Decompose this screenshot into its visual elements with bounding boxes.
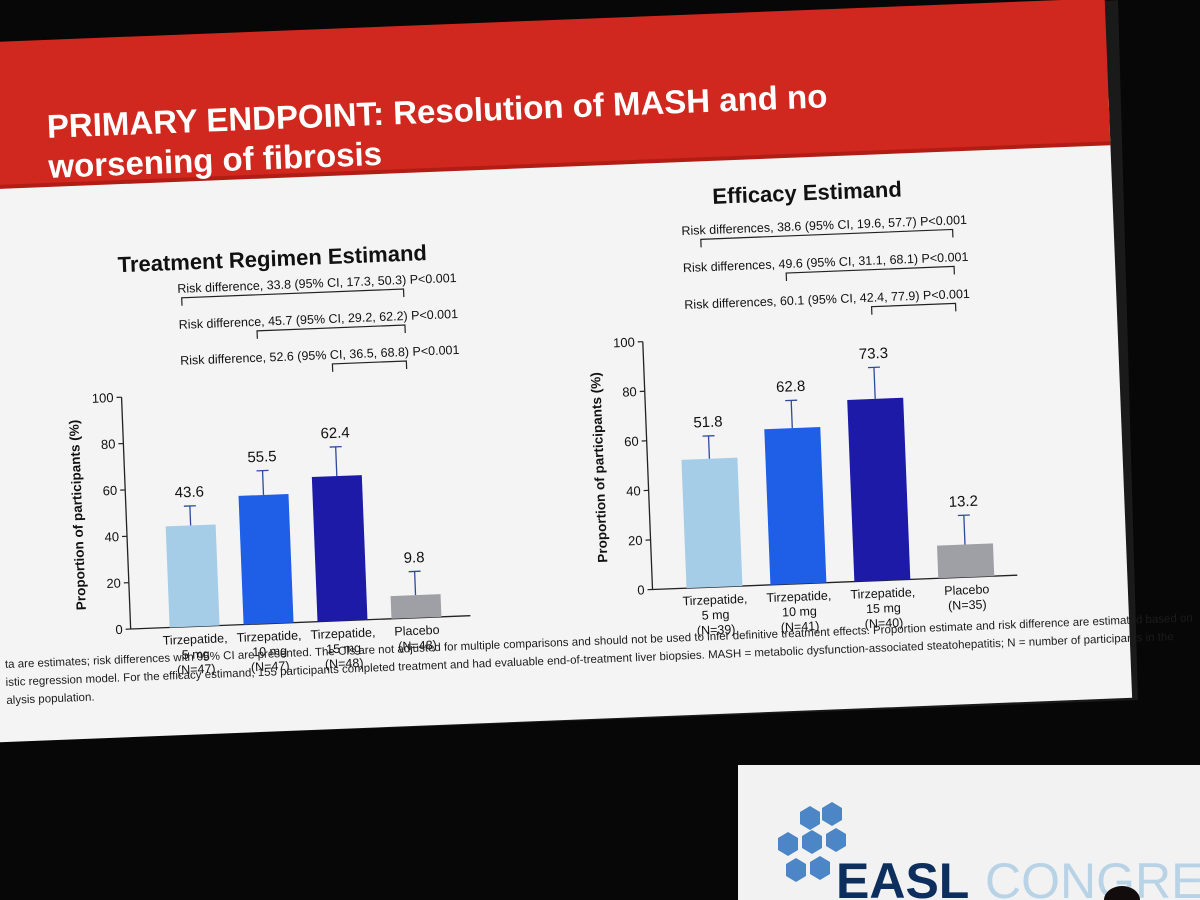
logo-congress: CONGRES (985, 853, 1200, 900)
x-tick-label: 10 mg (252, 644, 287, 659)
comparison-bracket (256, 324, 406, 339)
error-bar (873, 367, 876, 399)
x-tick-label: Placebo (944, 582, 990, 598)
y-tick-label: 20 (628, 533, 643, 549)
y-tick-label: 60 (624, 434, 639, 450)
x-tick-label: 15 mg (326, 641, 361, 656)
speaker-head (1104, 886, 1140, 900)
data-label: 43.6 (174, 483, 204, 501)
bar (847, 397, 911, 582)
x-tick-label: (N=40) (864, 616, 903, 632)
bar (681, 457, 743, 589)
error-bar (413, 571, 417, 596)
y-tick-label: 20 (106, 575, 121, 591)
x-tick-label: Tirzepatide, (850, 585, 915, 602)
data-label: 9.8 (403, 549, 425, 567)
y-tick-label: 100 (613, 335, 635, 351)
x-tick-label: (N=47) (177, 662, 216, 678)
x-tick-label: Placebo (394, 623, 440, 639)
x-tick-label: 5 mg (701, 608, 729, 623)
x-tick-label: (N=35) (948, 597, 987, 613)
y-tick-label: 0 (637, 582, 645, 597)
comparison-bracket (181, 288, 405, 306)
y-tick-label: 80 (101, 436, 116, 452)
y-axis-line (642, 341, 654, 590)
error-bar (261, 470, 265, 495)
comparison-bracket (785, 265, 955, 282)
comparison-bracket (331, 360, 408, 372)
easl-sign: EASL CONGRES (738, 765, 1200, 900)
x-tick-label: Tirzepatide, (236, 628, 301, 645)
y-tick-label: 40 (104, 529, 119, 545)
data-label: 73.3 (859, 345, 889, 363)
error-bar (189, 505, 192, 526)
y-axis-label: Proportion of participants (%) (588, 372, 610, 563)
x-tick-label: (N=48) (325, 656, 364, 672)
data-label: 51.8 (693, 413, 723, 431)
easl-hexagon-icon (778, 802, 846, 882)
x-tick-label: (N=39) (697, 622, 736, 638)
bar (165, 524, 220, 628)
comparison-bracket (700, 228, 954, 248)
x-tick-label: (N=48) (398, 638, 437, 654)
y-tick-label: 40 (626, 483, 641, 499)
y-tick-label: 80 (622, 384, 637, 400)
x-tick-label: 5 mg (182, 647, 210, 662)
y-axis-label: Proportion of participants (%) (66, 420, 88, 611)
x-tick-label: 15 mg (866, 601, 901, 616)
footnote-line-3: alysis population. (6, 692, 95, 707)
x-tick-label: (N=47) (251, 659, 290, 675)
y-tick-label: 100 (92, 390, 114, 406)
data-label: 13.2 (948, 493, 978, 511)
bar (238, 493, 294, 625)
y-tick-label: 60 (102, 483, 117, 499)
y-axis-line (120, 397, 132, 630)
data-label: 62.4 (320, 424, 350, 442)
y-tick-label: 0 (115, 622, 123, 637)
error-bar (707, 435, 711, 459)
x-tick-label: Tirzepatide, (682, 592, 747, 609)
error-bar (963, 515, 966, 545)
logo-easl: EASL (836, 853, 969, 900)
error-bar (335, 446, 338, 477)
slide: PRIMARY ENDPOINT: Resolution of MASH and… (0, 0, 1193, 744)
data-label: 55.5 (247, 448, 277, 466)
bar (311, 475, 368, 622)
header-bottom-line (0, 141, 1111, 191)
x-tick-label: (N=41) (781, 619, 820, 635)
error-bar (790, 400, 793, 429)
comparison-bracket (870, 302, 957, 315)
x-tick-label: 10 mg (782, 604, 817, 619)
x-tick-label: Tirzepatide, (162, 631, 227, 648)
x-tick-label: Tirzepatide, (310, 625, 375, 642)
data-label: 62.8 (776, 378, 806, 396)
slide-header-band (0, 0, 1111, 189)
bar (764, 427, 827, 585)
x-tick-label: Tirzepatide, (766, 589, 831, 606)
bar (937, 543, 995, 579)
bar (390, 594, 442, 619)
chart-treatment-regimen: Treatment Regimen Estimand020406080100Pr… (66, 240, 471, 678)
